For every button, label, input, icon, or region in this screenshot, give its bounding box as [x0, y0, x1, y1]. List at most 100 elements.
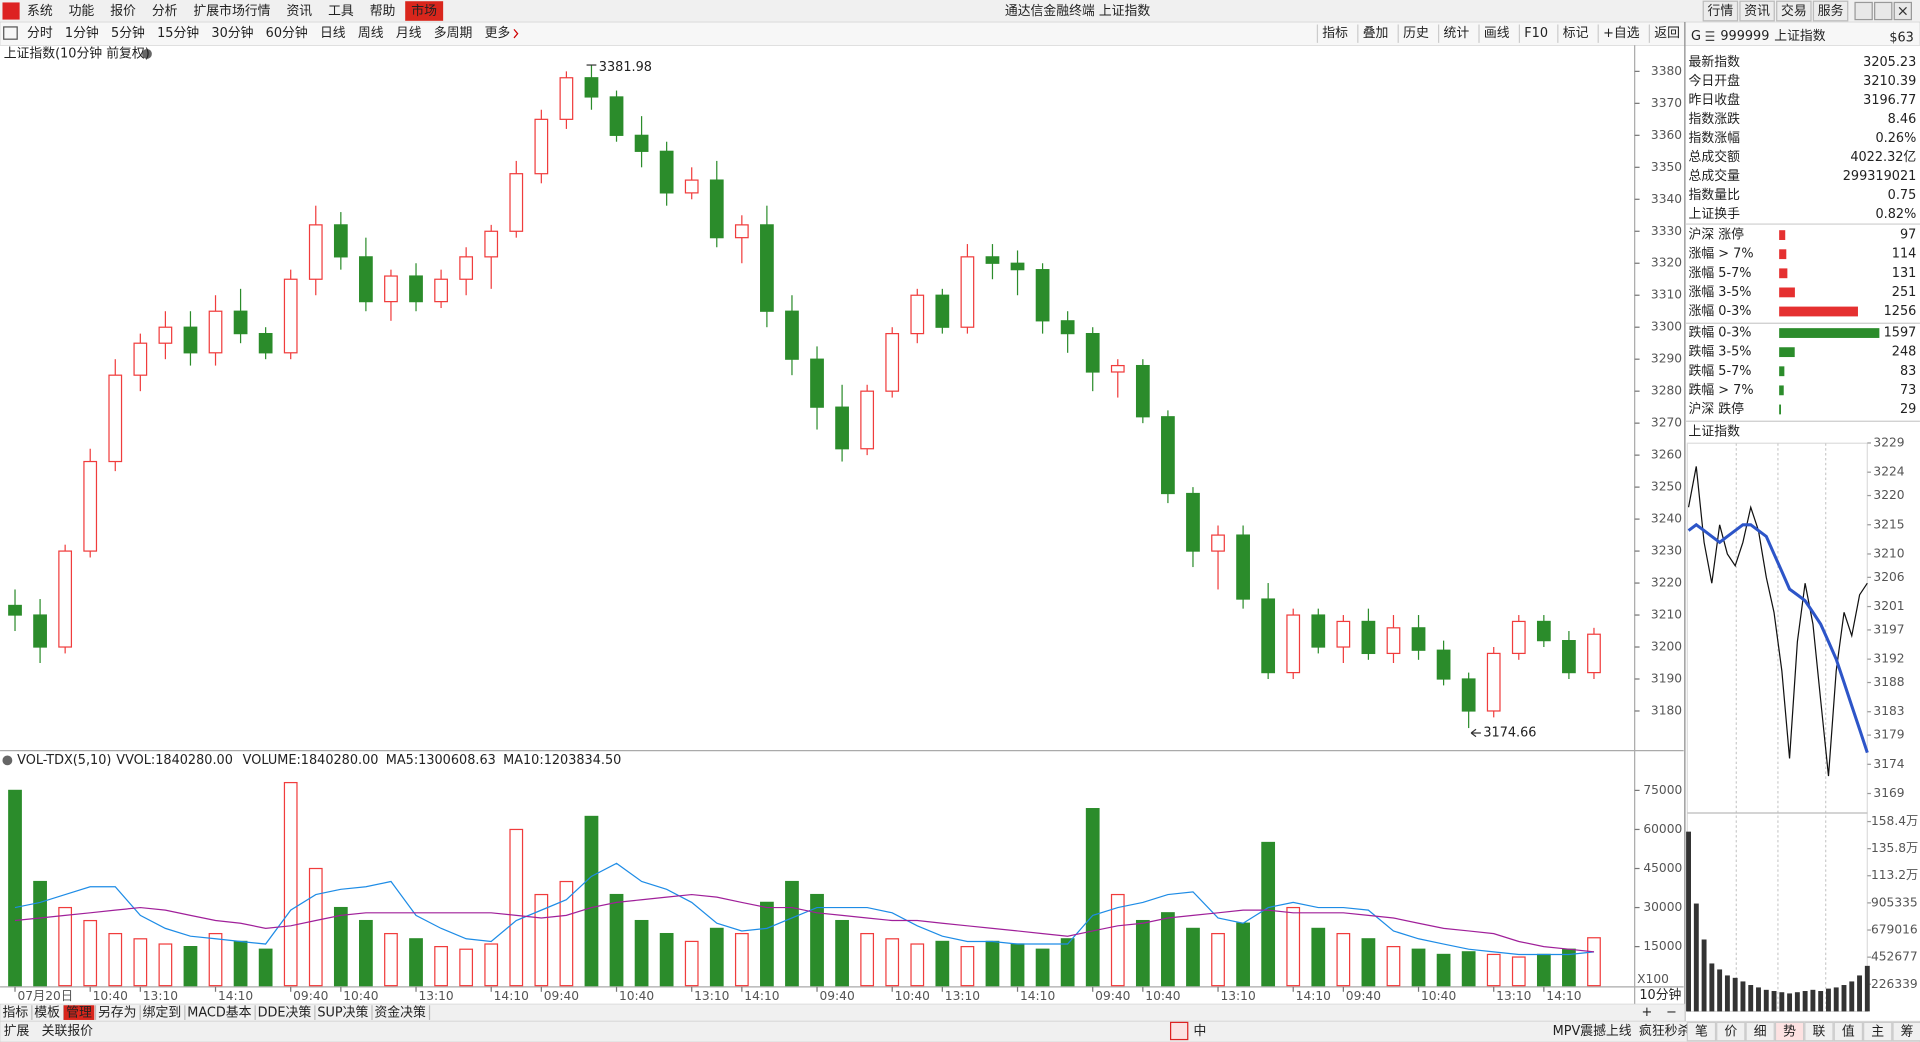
- zoom-in[interactable]: +: [1642, 1005, 1653, 1020]
- side-button-label[interactable]: 笔: [1695, 1024, 1708, 1040]
- candle-body: [258, 332, 273, 354]
- top-button[interactable]: [1702, 0, 1739, 22]
- mini-volume-bar: [1756, 987, 1761, 1012]
- dropdown-icon[interactable]: [2, 755, 13, 766]
- top-button[interactable]: [1739, 0, 1775, 22]
- period-item[interactable]: 60分钟: [266, 25, 308, 41]
- period-item[interactable]: 周线: [358, 26, 384, 41]
- period-item[interactable]: 月线: [396, 26, 422, 41]
- status-item[interactable]: 扩展: [4, 1024, 30, 1039]
- menu-item[interactable]: 分析: [152, 4, 178, 19]
- market-tab[interactable]: [405, 1, 444, 21]
- side-button-label[interactable]: 价: [1724, 1025, 1737, 1040]
- breadth-value: 97: [1900, 228, 1916, 243]
- ime-label[interactable]: 中: [1194, 1024, 1207, 1039]
- status-promo[interactable]: MPV震撼上线: [1553, 1024, 1632, 1039]
- candle-body: [634, 134, 649, 152]
- status-item[interactable]: 关联报价: [42, 1024, 94, 1039]
- side-button-label[interactable]: 值: [1842, 1024, 1855, 1040]
- period-item[interactable]: 5分钟: [111, 25, 145, 41]
- side-button-label[interactable]: 细: [1754, 1025, 1767, 1040]
- menu-item[interactable]: 工具: [328, 4, 354, 19]
- tab-label[interactable]: 模板: [34, 1006, 60, 1021]
- breadth-bar: [1779, 268, 1788, 279]
- y-tick-label: 45000: [1643, 861, 1682, 875]
- mini-volume-bar: [1740, 981, 1746, 1012]
- menu-item[interactable]: 功能: [69, 4, 95, 19]
- period-item[interactable]: 多周期: [434, 26, 473, 41]
- volume-bar: [1211, 932, 1225, 987]
- volume-bar: [258, 948, 273, 987]
- more-link[interactable]: 更多: [485, 26, 511, 41]
- period-item[interactable]: 分时: [27, 26, 53, 41]
- candle-body: [559, 77, 574, 120]
- tool-item[interactable]: 画线: [1484, 26, 1510, 41]
- tab-label[interactable]: SUP决策: [317, 1005, 368, 1021]
- menu-item[interactable]: 资讯: [286, 4, 312, 19]
- top-button-label[interactable]: 交易: [1781, 3, 1807, 19]
- tool-item[interactable]: 标记: [1563, 26, 1589, 41]
- status-promo[interactable]: 疯狂秒杀: [1639, 1023, 1691, 1039]
- breadth-value: 83: [1900, 364, 1916, 379]
- side-button[interactable]: [1745, 1021, 1775, 1042]
- side-button-label[interactable]: 势: [1783, 1024, 1796, 1040]
- minimize-button[interactable]: [1854, 1, 1873, 21]
- tab-label[interactable]: 资金决策: [374, 1005, 426, 1021]
- side-button[interactable]: [1863, 1021, 1893, 1042]
- tool-item[interactable]: 历史: [1403, 26, 1429, 41]
- period-label[interactable]: 10分钟: [1639, 987, 1681, 1003]
- candle-body: [1010, 262, 1025, 271]
- volume-bar: [83, 919, 98, 987]
- tab-label[interactable]: MACD基本: [187, 1006, 251, 1021]
- tab-label[interactable]: 管理: [66, 1006, 92, 1021]
- breadth-bar: [1779, 287, 1795, 298]
- tool-item[interactable]: 叠加: [1363, 26, 1389, 41]
- tool-item[interactable]: 返回: [1654, 26, 1680, 41]
- top-button[interactable]: [1812, 0, 1849, 22]
- ime-box: [1169, 1021, 1189, 1041]
- dropdown-icon[interactable]: [142, 48, 152, 59]
- unit-label: X100: [1637, 972, 1669, 986]
- tool-item[interactable]: 指标: [1322, 26, 1348, 41]
- app-logo: [2, 2, 20, 20]
- menu-item[interactable]: 系统: [27, 4, 53, 19]
- candle-body: [1135, 364, 1150, 418]
- side-button-label[interactable]: 筹: [1901, 1024, 1914, 1040]
- tool-item[interactable]: 统计: [1444, 26, 1470, 41]
- top-button[interactable]: [1776, 0, 1812, 22]
- side-button[interactable]: [1833, 1021, 1864, 1042]
- candle-body: [960, 256, 975, 328]
- period-item[interactable]: 30分钟: [211, 25, 253, 41]
- side-button[interactable]: [1716, 1021, 1746, 1042]
- tab-label[interactable]: 另存为: [98, 1006, 137, 1021]
- period-item[interactable]: 15分钟: [157, 25, 199, 41]
- market-label[interactable]: 市场: [411, 3, 437, 19]
- tab-label[interactable]: DDE决策: [258, 1005, 312, 1021]
- tab-label[interactable]: 绑定到: [143, 1006, 182, 1021]
- period-item[interactable]: 日线: [320, 26, 346, 41]
- top-button-label[interactable]: 服务: [1818, 3, 1844, 19]
- restore-button[interactable]: [1874, 1, 1893, 21]
- volume-bar: [208, 932, 223, 987]
- tool-item[interactable]: F10: [1524, 26, 1548, 41]
- volume-bar: [684, 940, 699, 987]
- side-button[interactable]: [1774, 1021, 1805, 1042]
- period-item[interactable]: 1分钟: [65, 25, 99, 41]
- side-button-label[interactable]: 联: [1813, 1025, 1826, 1040]
- volume-bar: [308, 867, 323, 987]
- x-tick-label: 10:40: [1145, 989, 1180, 1003]
- tab-label[interactable]: 指标: [2, 1006, 28, 1021]
- side-button[interactable]: [1804, 1021, 1834, 1042]
- top-button-label[interactable]: 行情: [1708, 4, 1734, 19]
- side-button-label[interactable]: 主: [1871, 1025, 1884, 1040]
- tool-item[interactable]: +自选: [1603, 26, 1640, 41]
- tab[interactable]: [63, 1005, 95, 1020]
- x-tick-label: 14:10: [1296, 989, 1331, 1003]
- menu-item[interactable]: 扩展市场行情: [193, 3, 270, 19]
- menu-item[interactable]: 帮助: [370, 4, 396, 19]
- top-button-label[interactable]: 资讯: [1744, 4, 1770, 19]
- zoom-out[interactable]: −: [1666, 1005, 1677, 1020]
- side-button[interactable]: [1892, 1021, 1920, 1042]
- side-button[interactable]: [1686, 1021, 1717, 1042]
- menu-item[interactable]: 报价: [110, 4, 136, 19]
